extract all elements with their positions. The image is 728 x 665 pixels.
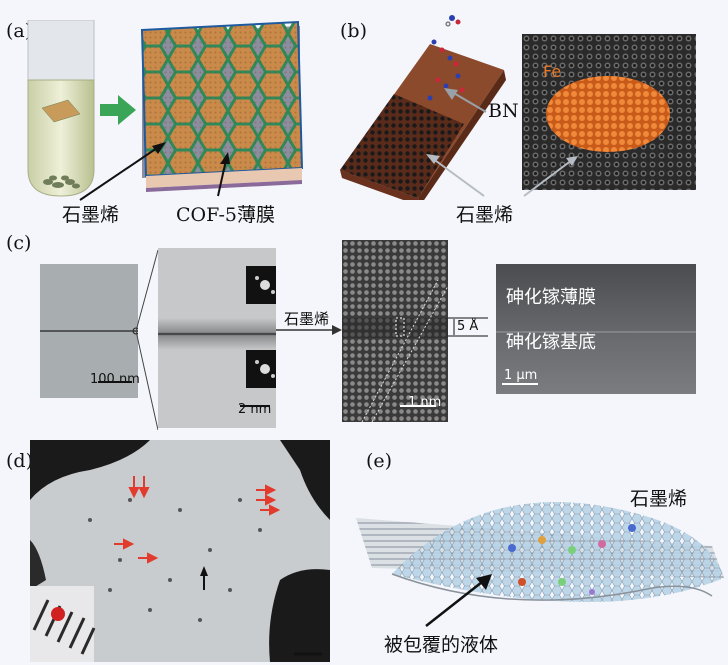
spacing-marker bbox=[448, 316, 488, 338]
panel-a-pointer-arrows bbox=[0, 0, 320, 230]
panel-b-graphene-label: 石墨烯 bbox=[456, 204, 514, 226]
panel-c-graphene-label: 石墨烯 bbox=[284, 310, 330, 328]
gaas-substrate-label: 砷化镓基底 bbox=[506, 332, 596, 353]
graphene-arrow bbox=[276, 324, 344, 336]
scale-bar-1nm: 1 nm bbox=[408, 395, 442, 410]
panel-e-graphene-label: 石墨烯 bbox=[630, 488, 688, 510]
panel-b-pointer-arrows bbox=[0, 0, 728, 230]
panel-c-label: (c) bbox=[6, 232, 32, 254]
panel-a-cof-label: COF-5薄膜 bbox=[176, 204, 275, 226]
zoom-lines bbox=[136, 250, 158, 430]
cof-film-illustration bbox=[138, 20, 306, 192]
spacing-label: 5 Å bbox=[457, 319, 479, 334]
encapsulated-liquid-label: 被包覆的液体 bbox=[384, 634, 499, 656]
scale-bar-2nm: 2 nm bbox=[238, 402, 272, 417]
scale-bar-1um: 1 μm bbox=[504, 368, 538, 383]
panel-b-label: (b) bbox=[340, 20, 367, 42]
fe-label: Fe bbox=[543, 62, 562, 81]
encapsulated-liquid-illustration bbox=[352, 478, 728, 628]
tem-adatom-image bbox=[30, 440, 330, 662]
sem-image-overview bbox=[40, 264, 138, 398]
fe-zoom-illustration bbox=[522, 34, 696, 190]
panel-d-label: (d) bbox=[6, 450, 33, 472]
panel-e-label: (e) bbox=[366, 450, 393, 472]
bn-graphene-slab-illustration bbox=[334, 10, 534, 200]
bn-label: BN bbox=[488, 100, 519, 122]
gaas-film-image bbox=[496, 264, 696, 394]
test-tube-illustration bbox=[22, 20, 100, 198]
green-arrow-icon bbox=[100, 95, 136, 125]
panel-a-label: (a) bbox=[6, 20, 33, 42]
gaas-film-label: 砷化镓薄膜 bbox=[506, 287, 596, 308]
tem-image-interface bbox=[158, 248, 276, 428]
panel-a-graphene-label: 石墨烯 bbox=[62, 204, 120, 226]
scale-bar-100nm: 100 nm bbox=[90, 372, 140, 387]
hrtem-image bbox=[342, 240, 448, 422]
liquid-pointer-arrow bbox=[420, 570, 500, 630]
